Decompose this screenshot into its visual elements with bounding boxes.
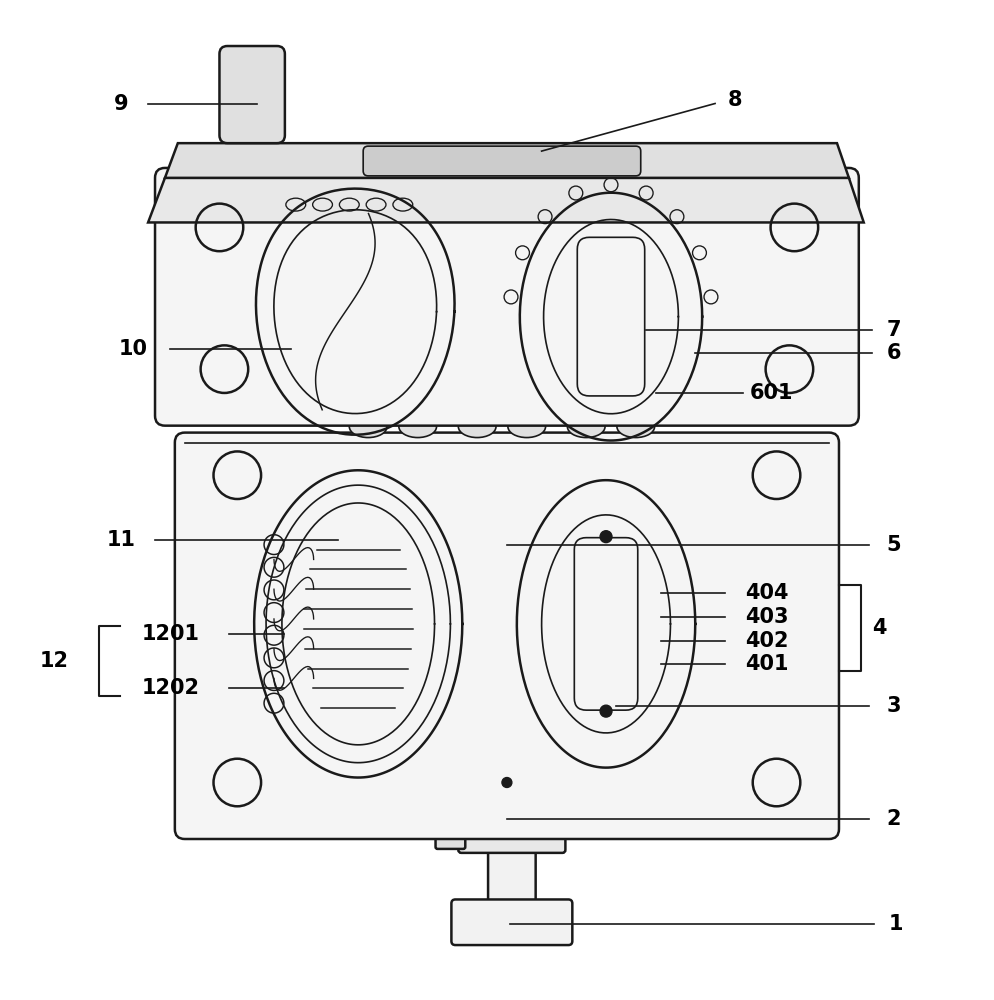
FancyBboxPatch shape (363, 146, 641, 176)
FancyBboxPatch shape (488, 818, 536, 915)
Polygon shape (148, 178, 864, 222)
Text: 12: 12 (40, 651, 69, 671)
FancyBboxPatch shape (155, 168, 859, 426)
Ellipse shape (568, 416, 605, 438)
Text: 404: 404 (745, 583, 788, 603)
Ellipse shape (508, 416, 546, 438)
Text: 11: 11 (106, 530, 135, 550)
FancyBboxPatch shape (220, 46, 285, 143)
Text: 402: 402 (745, 631, 788, 651)
Text: 403: 403 (745, 607, 788, 627)
Text: 5: 5 (887, 535, 902, 555)
Text: 7: 7 (887, 320, 901, 340)
Text: 8: 8 (728, 90, 743, 110)
Circle shape (600, 531, 612, 543)
Text: 601: 601 (749, 383, 793, 403)
Text: 2: 2 (887, 809, 901, 829)
Text: 401: 401 (745, 654, 788, 674)
Ellipse shape (399, 416, 436, 438)
Text: 1202: 1202 (141, 678, 200, 698)
FancyBboxPatch shape (435, 827, 465, 849)
Ellipse shape (617, 416, 655, 438)
Text: 9: 9 (113, 94, 128, 114)
FancyBboxPatch shape (175, 433, 839, 839)
Text: 1: 1 (889, 914, 903, 934)
Circle shape (600, 705, 612, 717)
Ellipse shape (349, 416, 387, 438)
Ellipse shape (458, 416, 496, 438)
Text: 3: 3 (887, 696, 901, 716)
Text: 1201: 1201 (141, 624, 200, 644)
FancyBboxPatch shape (458, 819, 566, 853)
Text: 6: 6 (887, 343, 901, 363)
Text: 10: 10 (119, 339, 148, 359)
FancyBboxPatch shape (451, 899, 573, 945)
Text: 4: 4 (872, 618, 887, 638)
Circle shape (502, 778, 512, 787)
Polygon shape (165, 143, 849, 178)
